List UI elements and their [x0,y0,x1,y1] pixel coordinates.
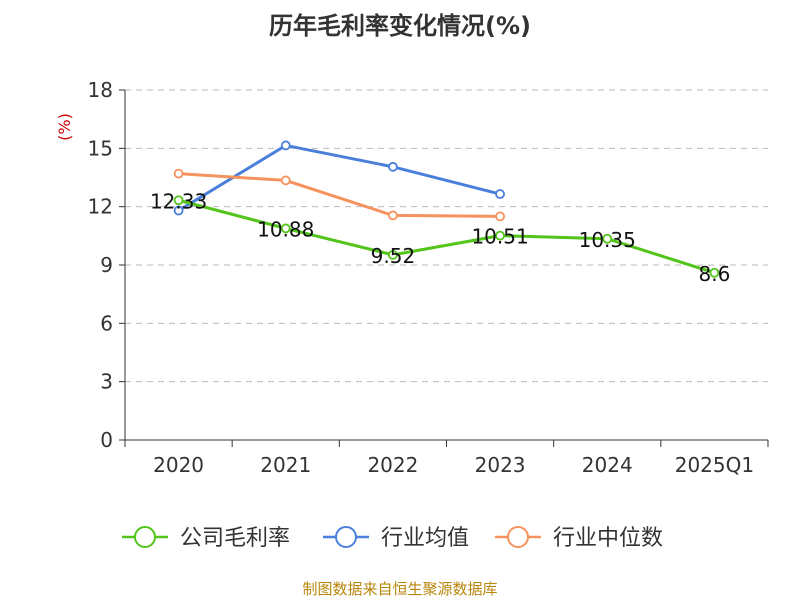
data-label: 12.33 [150,189,207,213]
series-line [178,172,501,218]
data-point [173,195,184,206]
data-label: 9.52 [371,244,416,268]
x-tick-label: 2020 [153,453,204,477]
legend-label: 行业中位数 [553,526,663,551]
y-tick-label: 3 [100,370,113,394]
data-point [388,210,398,221]
data-point [709,267,720,278]
data-point [280,175,291,186]
data-label: 10.88 [257,217,314,241]
data-point [602,233,613,244]
y-tick-label: 12 [88,195,113,219]
data-point [495,189,505,199]
y-tick-label: 0 [100,428,113,452]
data-point [173,205,184,216]
data-point [173,168,184,179]
y-tick-label: 6 [100,311,113,335]
chart-title: 历年毛利率变化情况(%) [269,12,531,40]
data-label: 10.51 [471,225,528,249]
y-tick-label: 15 [88,136,113,160]
data-label: 8.6 [699,262,731,286]
legend-label: 行业均值 [381,526,469,551]
data-point [280,223,291,234]
data-point [388,161,398,172]
data-point [495,211,505,222]
legend-swatch-marker [134,526,156,548]
x-tick-label: 2024 [582,453,633,477]
legend-swatch-marker [335,526,357,548]
x-tick-label: 2021 [260,453,311,477]
data-point [495,230,505,241]
source-note: 制图数据来自恒生聚源数据库 [302,580,498,598]
data-point [280,140,291,151]
data-label: 10.35 [579,228,636,252]
x-tick-label: 2022 [367,453,418,477]
y-tick-label: 9 [100,253,113,277]
data-point [388,249,398,260]
legend-label: 公司毛利率 [180,526,290,551]
legend-swatch-marker [507,526,529,548]
x-tick-label: 2023 [475,453,526,477]
x-tick-label: 2025Q1 [675,453,754,477]
y-axis-unit: (%) [55,113,74,141]
y-tick-label: 18 [88,78,113,102]
series-line [178,198,715,275]
